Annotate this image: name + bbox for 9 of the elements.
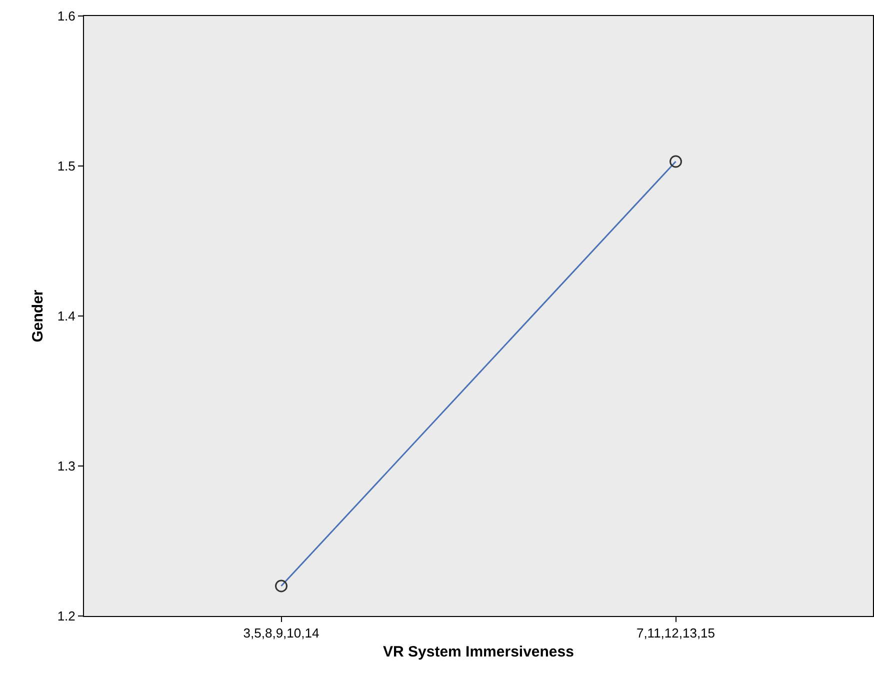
y-axis-title: Gender: [30, 290, 47, 342]
y-tick-label: 1.4: [57, 308, 76, 324]
x-tick-label: 7,11,12,13,15: [636, 626, 716, 641]
y-tick-label: 1.6: [57, 8, 76, 24]
y-tick-label: 1.5: [57, 158, 76, 174]
y-tick-label: 1.3: [57, 458, 76, 474]
x-tick-label: 3,5,8,9,10,14: [243, 626, 320, 641]
x-axis-title: VR System Immersiveness: [383, 644, 574, 661]
y-tick-label: 1.2: [57, 608, 76, 624]
